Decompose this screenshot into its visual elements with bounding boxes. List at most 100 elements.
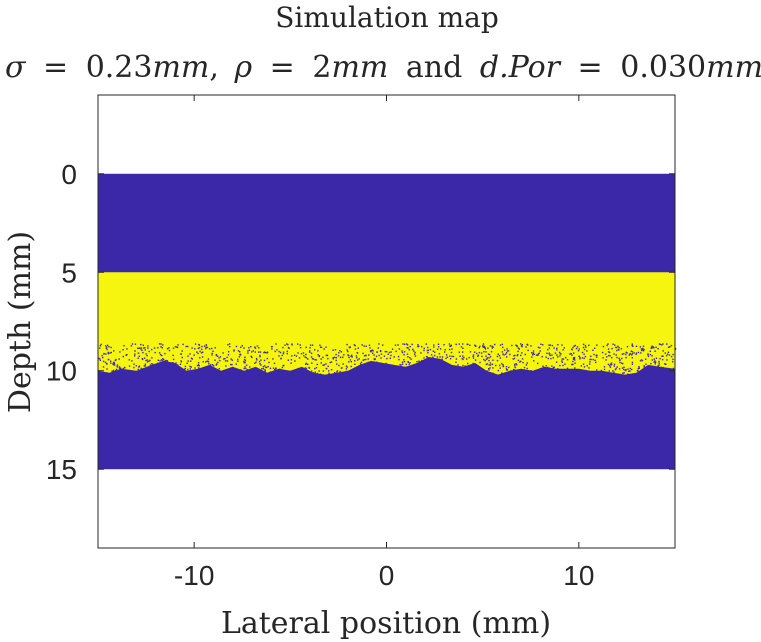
pore-dot xyxy=(399,364,401,366)
pore-dot xyxy=(105,353,107,355)
pore-dot xyxy=(181,350,183,352)
pore-dot xyxy=(345,368,348,370)
pore-dot xyxy=(427,346,429,349)
pore-dot xyxy=(115,368,118,371)
pore-dot xyxy=(423,347,425,350)
pore-dot xyxy=(115,358,117,361)
pore-dot xyxy=(275,367,277,369)
pore-dot xyxy=(138,355,140,357)
pore-dot xyxy=(197,364,200,366)
pore-dot xyxy=(250,346,252,348)
pore-dot xyxy=(658,343,661,345)
pore-dot xyxy=(615,367,617,370)
pore-dot xyxy=(179,363,182,365)
pore-dot xyxy=(409,357,411,359)
pore-dot xyxy=(520,354,522,357)
pore-dot xyxy=(250,355,252,358)
pore-dot xyxy=(113,362,116,364)
pore-dot xyxy=(638,367,640,370)
pore-dot xyxy=(537,346,540,349)
pore-dot xyxy=(608,370,610,372)
pore-dot xyxy=(137,347,139,349)
pore-dot xyxy=(249,366,251,368)
pore-dot xyxy=(573,356,576,359)
pore-dot xyxy=(619,361,621,364)
subtitle-comma: , xyxy=(209,50,219,85)
pore-dot xyxy=(244,356,246,358)
pore-dot xyxy=(264,369,266,371)
pore-dot xyxy=(505,353,507,355)
pore-dot xyxy=(532,352,535,354)
pore-dot xyxy=(477,354,480,356)
pore-dot xyxy=(254,347,257,349)
pore-dot xyxy=(368,344,371,346)
pore-dot xyxy=(551,365,553,367)
pore-dot xyxy=(553,347,555,349)
pore-dot xyxy=(492,359,494,361)
pore-dot xyxy=(553,366,555,368)
pore-dot xyxy=(128,365,131,367)
pore-dot xyxy=(339,350,341,352)
pore-dot xyxy=(146,361,149,363)
pore-dot xyxy=(661,344,663,346)
pore-dot xyxy=(618,346,620,349)
pore-dot xyxy=(631,343,633,345)
pore-dot xyxy=(585,346,587,348)
pore-dot xyxy=(426,349,429,352)
pore-dot xyxy=(522,361,524,364)
pore-dot xyxy=(630,350,633,352)
pore-dot xyxy=(363,359,365,361)
pore-dot xyxy=(211,354,213,356)
pore-dot xyxy=(556,354,558,356)
pore-dot xyxy=(439,348,442,350)
pore-dot xyxy=(502,353,504,355)
pore-dot xyxy=(402,343,404,345)
pore-dot xyxy=(289,370,291,372)
pore-dot xyxy=(194,348,196,350)
pore-dot xyxy=(596,354,598,356)
pore-dot xyxy=(312,358,315,360)
pore-dot xyxy=(584,344,587,347)
pore-dot xyxy=(248,349,251,351)
pore-dot xyxy=(317,354,319,356)
pore-dot xyxy=(263,359,266,362)
pore-dot xyxy=(273,362,276,365)
pore-dot xyxy=(459,355,461,357)
pore-dot xyxy=(168,349,171,352)
pore-dot xyxy=(208,363,210,365)
pore-dot xyxy=(211,364,214,366)
pore-dot xyxy=(625,368,627,371)
pore-dot xyxy=(227,354,230,356)
pore-dot xyxy=(146,359,148,361)
pore-dot xyxy=(515,344,517,346)
pore-dot xyxy=(177,364,179,366)
pore-dot xyxy=(110,351,112,354)
pore-dot xyxy=(631,344,633,347)
pore-dot xyxy=(350,355,352,358)
pore-dot xyxy=(482,343,485,345)
pore-dot xyxy=(660,366,662,369)
pore-dot xyxy=(516,354,518,357)
pore-dot xyxy=(662,343,664,345)
pore-dot xyxy=(335,353,337,356)
pore-dot xyxy=(580,365,583,367)
pore-dot xyxy=(596,356,598,358)
pore-dot xyxy=(625,351,627,354)
pore-dot xyxy=(164,360,166,362)
pore-dot xyxy=(325,367,328,370)
pore-dot xyxy=(488,359,490,362)
pore-dot xyxy=(229,345,231,348)
pore-dot xyxy=(521,344,524,346)
pore-dot xyxy=(636,372,638,374)
pore-dot xyxy=(343,354,345,356)
pore-dot xyxy=(488,364,490,366)
pore-dot xyxy=(446,356,449,358)
pore-dot xyxy=(307,363,309,366)
pore-dot xyxy=(615,346,618,349)
pore-dot xyxy=(334,356,336,359)
pore-dot xyxy=(260,364,262,366)
pore-dot xyxy=(516,345,518,348)
pore-dot xyxy=(483,351,485,353)
pore-dot xyxy=(556,349,558,351)
pore-dot xyxy=(566,367,569,370)
